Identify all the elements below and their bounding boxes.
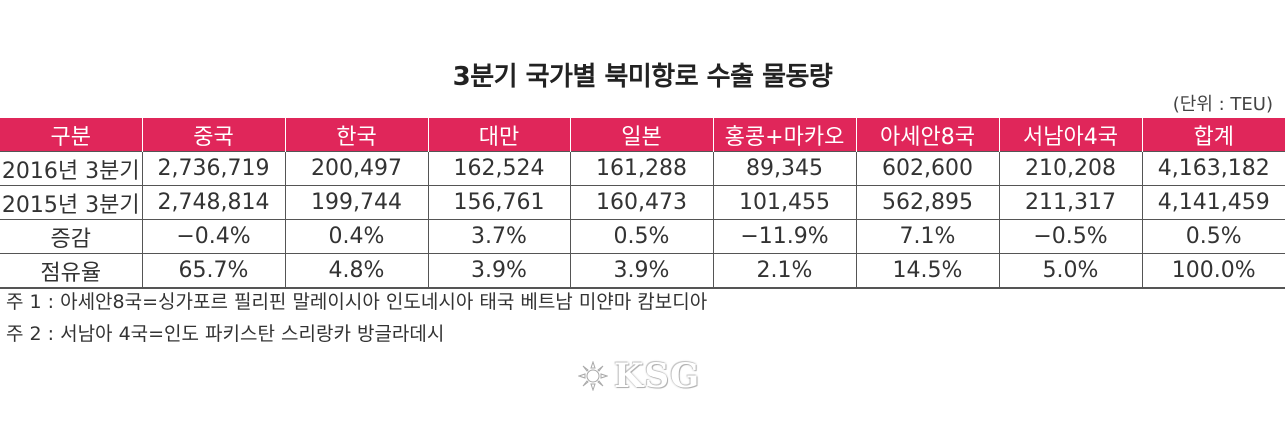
table-cell: 3.9%	[569, 253, 714, 289]
table-cell: 199,744	[284, 185, 429, 220]
unit-label: (단위 : TEU)	[1172, 94, 1273, 115]
header-japan: 일본	[569, 118, 714, 152]
table-cell: 211,317	[998, 185, 1143, 220]
table-cell: 14.5%	[855, 253, 1000, 289]
table-cell: 2016년 3분기	[0, 151, 143, 186]
footnote-2: 주 2 : 서남아 4국=인도 파키스탄 스리랑카 방글라데시	[6, 323, 445, 345]
table-cell: −11.9%	[712, 219, 857, 254]
table-cell: 65.7%	[141, 253, 286, 289]
table-cell: 4,163,182	[1141, 151, 1285, 186]
header-korea: 한국	[284, 118, 429, 152]
table-cell: 2,736,719	[141, 151, 286, 186]
table-cell: 증감	[0, 219, 143, 254]
table-cell: 2015년 3분기	[0, 185, 143, 220]
table-cell: 0.5%	[1141, 219, 1285, 254]
table-row: 증감 −0.4% 0.4% 3.7% 0.5% −11.9% 7.1% −0.5…	[0, 219, 1285, 254]
table-cell: 2,748,814	[141, 185, 286, 220]
table-cell: 4,141,459	[1141, 185, 1285, 220]
table-row: 2016년 3분기 2,736,719 200,497 162,524 161,…	[0, 151, 1285, 186]
table-cell: 3.7%	[427, 219, 571, 254]
sun-emblem-icon	[578, 361, 608, 391]
footnotes: 주 1 : 아세안8국=싱가포르 필리핀 말레이시아 인도네시아 태국 베트남 …	[6, 286, 707, 350]
page-title: 3분기 국가별 북미항로 수출 물동량	[452, 62, 833, 92]
table-header-row: 구분 중국 한국 대만 일본 홍콩+마카오 아세안8국 서남아4국 합계	[0, 118, 1285, 152]
ksg-logo: KSG	[578, 356, 700, 396]
table-cell: 2.1%	[712, 253, 857, 289]
table-cell: 89,345	[712, 151, 857, 186]
logo-text: KSG	[614, 356, 701, 396]
header-total: 합계	[1141, 118, 1285, 152]
footnote-1: 주 1 : 아세안8국=싱가포르 필리핀 말레이시아 인도네시아 태국 베트남 …	[6, 291, 708, 313]
header-asean8: 아세안8국	[855, 118, 1000, 152]
table-cell: 7.1%	[855, 219, 1000, 254]
table-cell: 0.4%	[284, 219, 429, 254]
table-cell: 3.9%	[427, 253, 571, 289]
table-cell: 562,895	[855, 185, 1000, 220]
header-south-asia4: 서남아4국	[998, 118, 1143, 152]
table-cell: 162,524	[427, 151, 571, 186]
table-cell: 200,497	[284, 151, 429, 186]
header-hongkong-macau: 홍콩+마카오	[712, 118, 857, 152]
table-cell: 5.0%	[998, 253, 1143, 289]
header-taiwan: 대만	[427, 118, 571, 152]
table-cell: 161,288	[569, 151, 714, 186]
export-volume-table: 구분 중국 한국 대만 일본 홍콩+마카오 아세안8국 서남아4국 합계 201…	[0, 118, 1285, 289]
table-cell: 101,455	[712, 185, 857, 220]
table-cell: 100.0%	[1141, 253, 1285, 289]
header-category: 구분	[0, 118, 143, 152]
table-cell: 점유율	[0, 253, 143, 289]
table-cell: 156,761	[427, 185, 571, 220]
table-row: 점유율 65.7% 4.8% 3.9% 3.9% 2.1% 14.5% 5.0%…	[0, 253, 1285, 289]
header-china: 중국	[141, 118, 286, 152]
table-row: 2015년 3분기 2,748,814 199,744 156,761 160,…	[0, 185, 1285, 220]
table-cell: −0.5%	[998, 219, 1143, 254]
table-cell: −0.4%	[141, 219, 286, 254]
table-cell: 160,473	[569, 185, 714, 220]
table-cell: 210,208	[998, 151, 1143, 186]
table-cell: 0.5%	[569, 219, 714, 254]
table-cell: 4.8%	[284, 253, 429, 289]
table-cell: 602,600	[855, 151, 1000, 186]
